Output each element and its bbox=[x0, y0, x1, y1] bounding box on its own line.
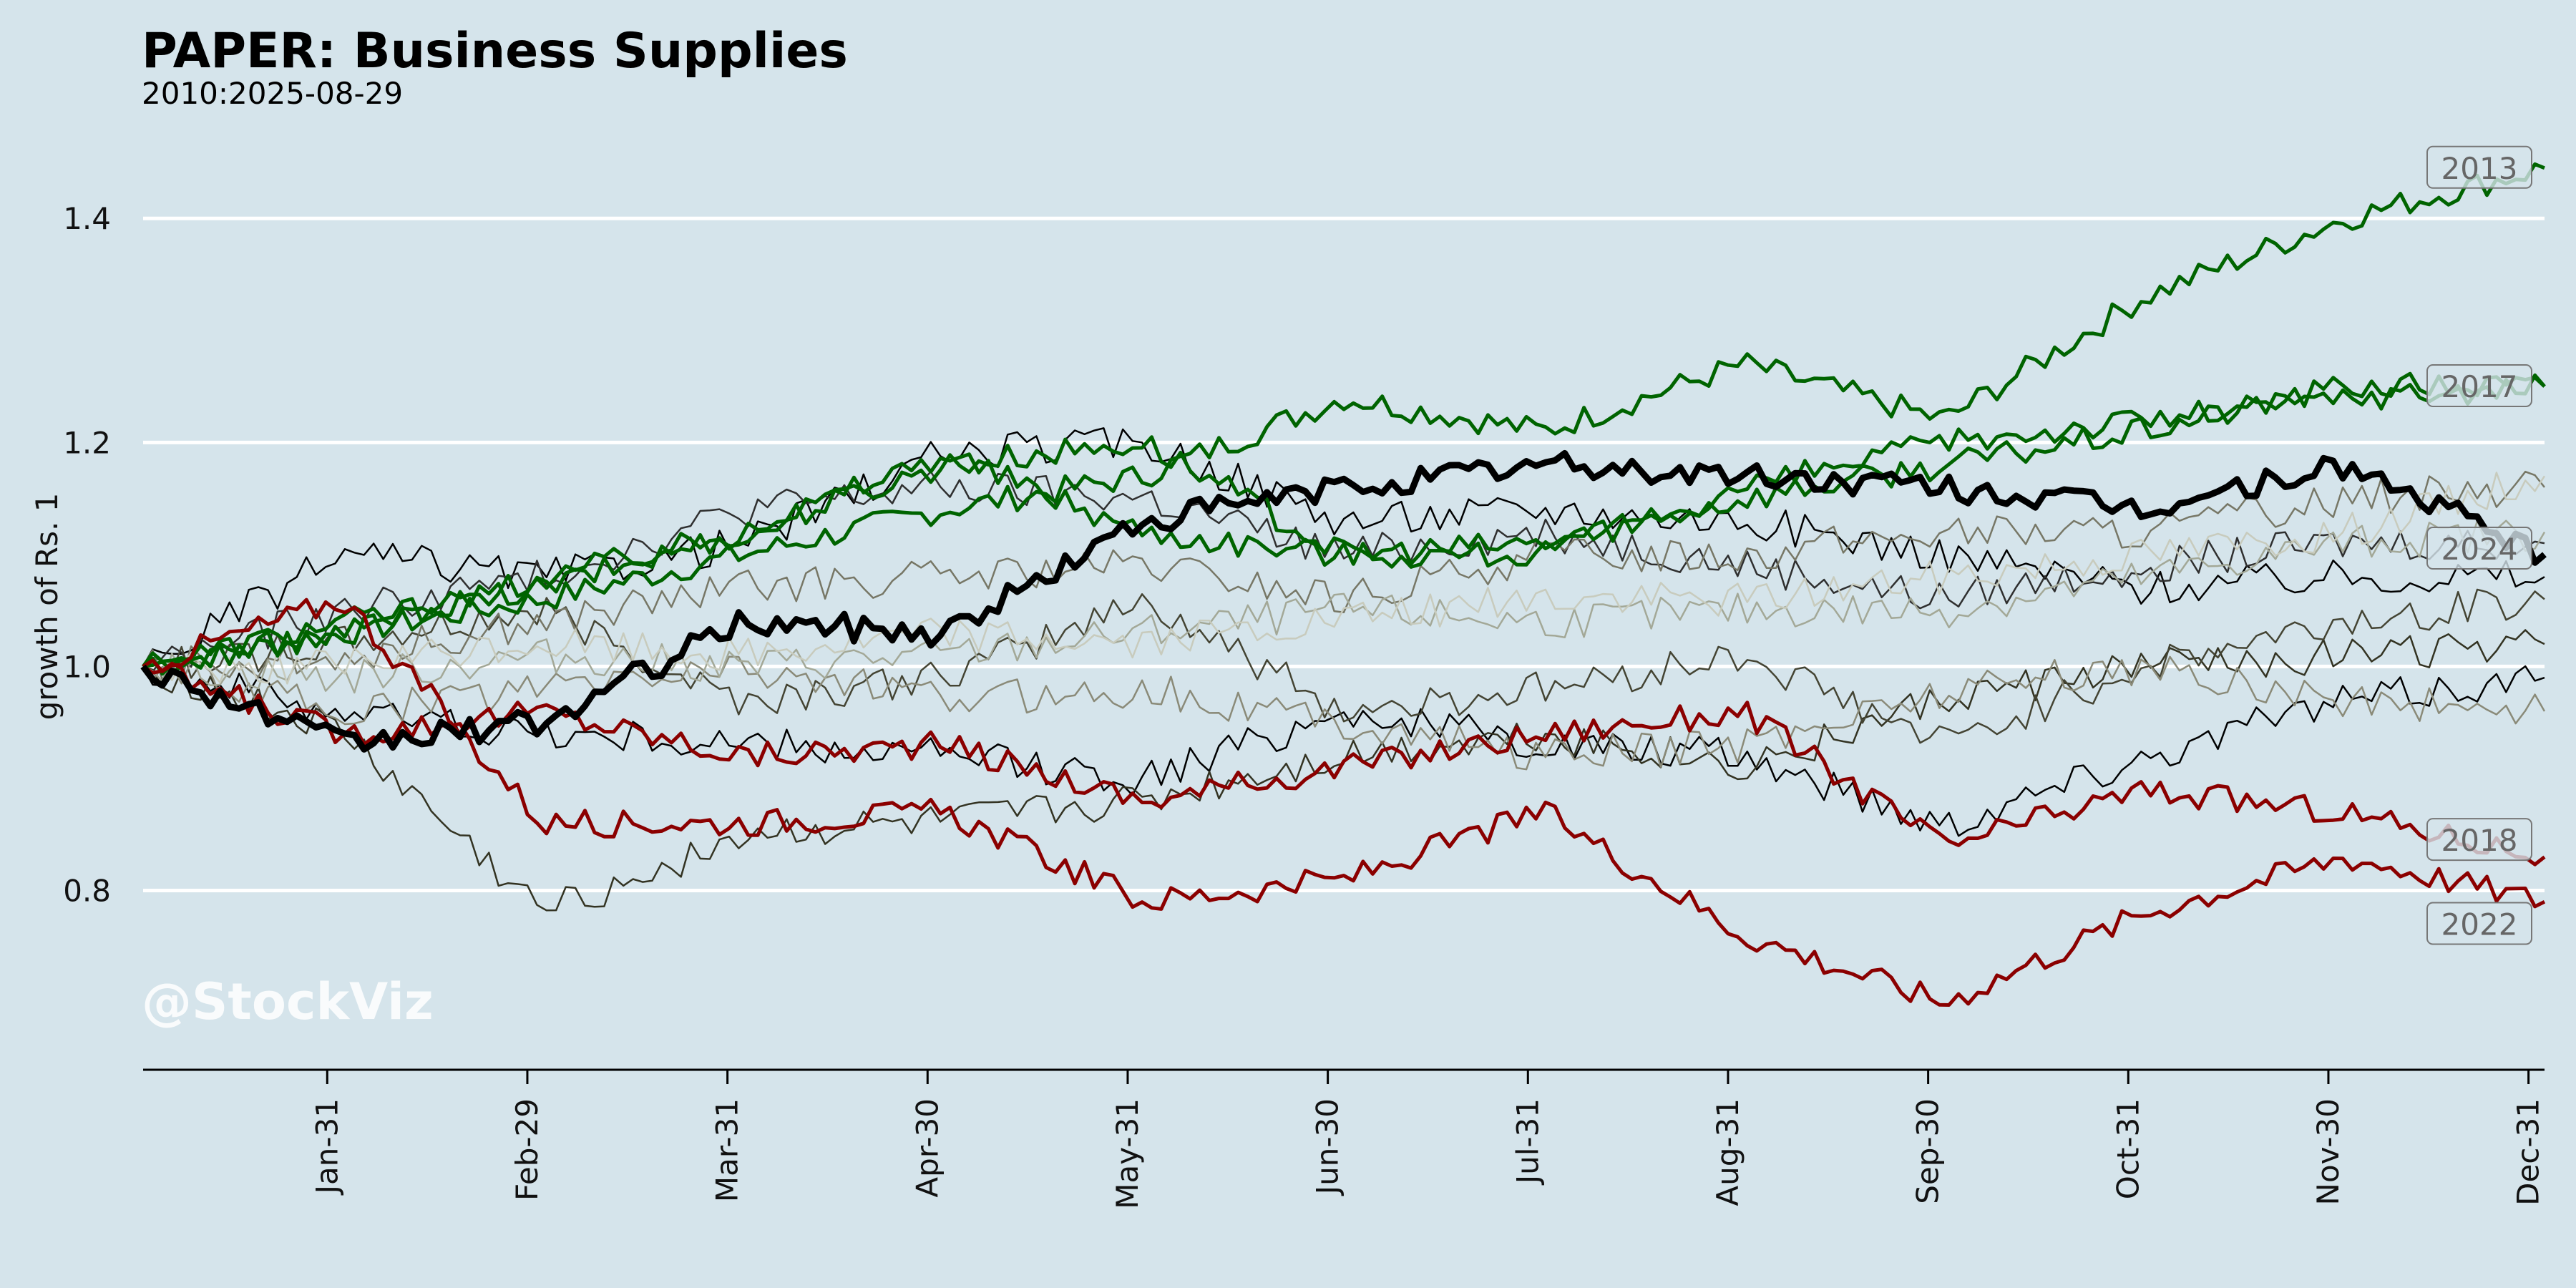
series-line bbox=[141, 373, 2546, 670]
series-year-label: 2024 bbox=[2426, 527, 2532, 570]
series-line bbox=[142, 519, 2546, 694]
series-line bbox=[142, 371, 2546, 676]
label-text: 2022 bbox=[2441, 907, 2518, 942]
series-line bbox=[142, 427, 2545, 668]
series-line bbox=[142, 470, 2545, 673]
label-text: 2024 bbox=[2441, 532, 2518, 567]
series-year-label: 2022 bbox=[2426, 902, 2532, 945]
series-line bbox=[142, 629, 2545, 912]
series-line bbox=[142, 588, 2545, 744]
x-tick-label: Mar-31 bbox=[710, 1098, 745, 1202]
axes: 0.8 1.0 1.2 1.4 growth of Rs. 1 Jan-31 Feb-29 M… bbox=[29, 201, 2546, 1209]
y-axis-label: growth of Rs. 1 bbox=[29, 493, 64, 721]
label-box bbox=[2426, 364, 2532, 408]
x-tick-label: Jun-30 bbox=[1310, 1098, 1345, 1196]
series-year-label: 2018 bbox=[2426, 818, 2532, 862]
series-line bbox=[142, 470, 2545, 680]
x-tick-label: Aug-31 bbox=[1710, 1098, 1745, 1206]
series-line bbox=[142, 472, 2546, 685]
x-tick-label: Dec-31 bbox=[2511, 1098, 2546, 1206]
label-box bbox=[2426, 902, 2532, 945]
x-tick-label: Jan-31 bbox=[309, 1098, 344, 1196]
label-text: 2013 bbox=[2441, 151, 2518, 186]
y-tick-label: 1.2 bbox=[63, 425, 111, 460]
x-tick-label: Apr-30 bbox=[909, 1098, 945, 1198]
x-tick-label: Feb-29 bbox=[509, 1098, 545, 1201]
label-box bbox=[2426, 527, 2532, 570]
label-box bbox=[2426, 818, 2532, 862]
series-line bbox=[142, 655, 2546, 771]
label-text: 2017 bbox=[2441, 369, 2518, 404]
series-year-label: 2017 bbox=[2426, 364, 2532, 408]
y-tick-label: 1.0 bbox=[63, 649, 111, 684]
series-line bbox=[142, 597, 2546, 1007]
chart-title: PAPER: Business Supplies bbox=[142, 23, 848, 79]
x-tick-label: May-31 bbox=[1110, 1098, 1145, 1209]
chart-subtitle: 2010:2025-08-29 bbox=[142, 76, 404, 111]
label-text: 2018 bbox=[2441, 823, 2518, 858]
label-box bbox=[2426, 145, 2532, 189]
watermark: @StockViz bbox=[142, 972, 434, 1031]
x-tick-label: Oct-31 bbox=[2110, 1098, 2145, 1199]
series-year-label: 2013 bbox=[2426, 145, 2532, 189]
x-tick-label: Nov-30 bbox=[2311, 1098, 2346, 1205]
series-line bbox=[142, 661, 2546, 867]
series-line bbox=[140, 449, 2547, 753]
gridlines bbox=[143, 216, 2545, 893]
series-lines bbox=[140, 162, 2547, 1007]
x-tick-label: Sep-30 bbox=[1911, 1098, 1946, 1204]
series-labels: 2013 2017 2024 2018 2022 bbox=[2426, 145, 2532, 945]
y-tick-label: 0.8 bbox=[63, 874, 111, 909]
series-line bbox=[142, 162, 2545, 674]
y-tick-label: 1.4 bbox=[63, 201, 111, 236]
x-tick-label: Jul-31 bbox=[1510, 1098, 1545, 1186]
